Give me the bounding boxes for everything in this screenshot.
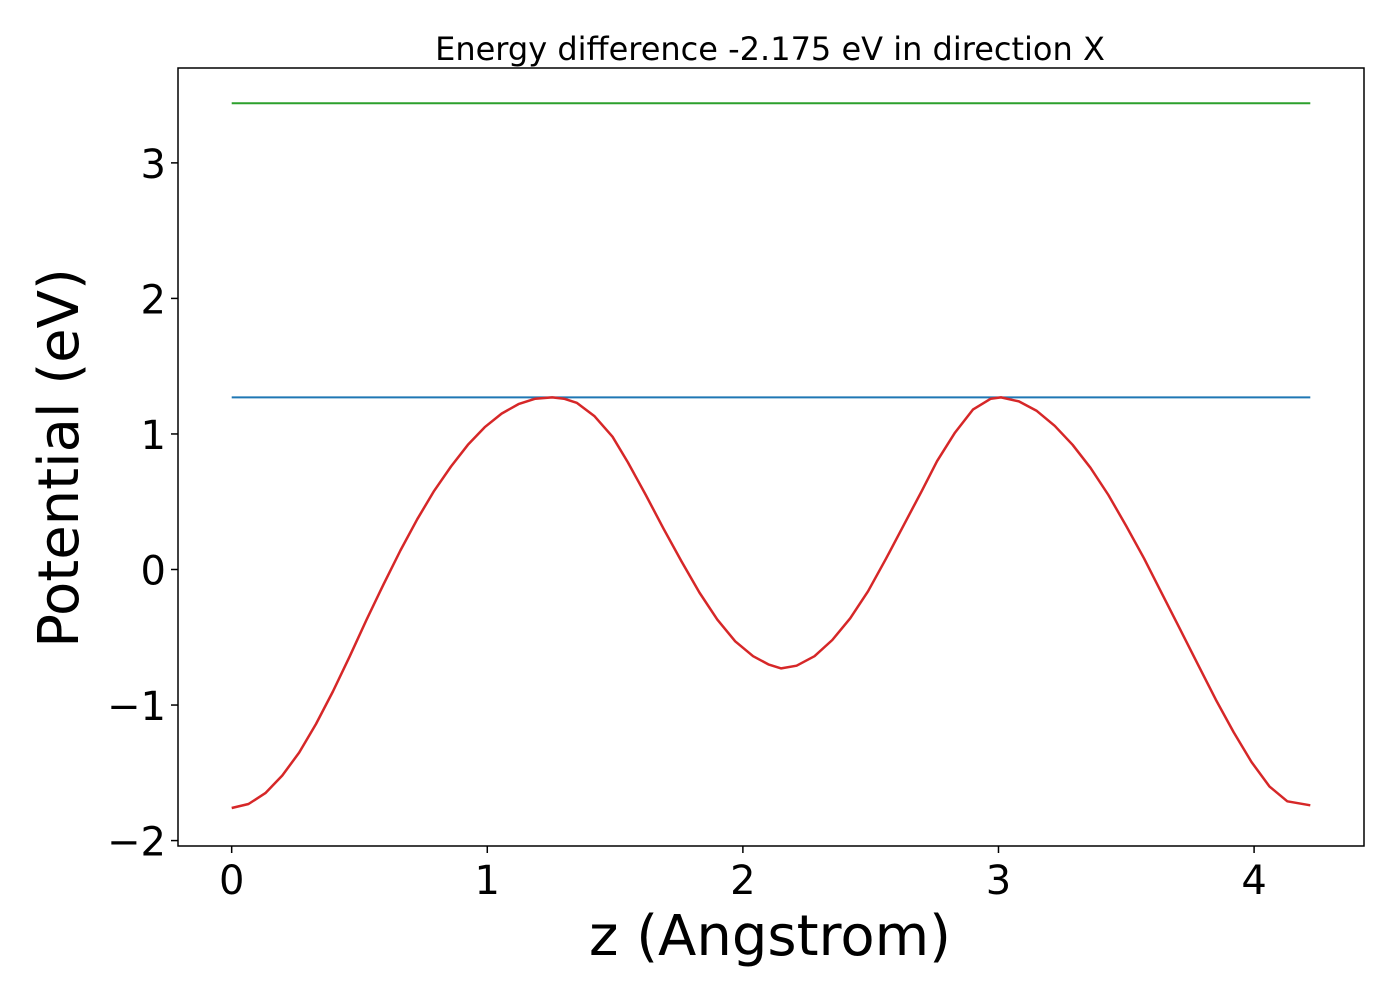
chart-title: Energy difference -2.175 eV in direction… bbox=[435, 30, 1105, 68]
y-tick-label: 0 bbox=[141, 548, 166, 594]
y-tick-label: 2 bbox=[141, 277, 166, 323]
x-tick-label: 3 bbox=[986, 858, 1011, 904]
y-tick-label: −2 bbox=[107, 820, 166, 866]
x-tick-label: 1 bbox=[475, 858, 500, 904]
y-axis: −2 −1 0 1 2 3 bbox=[107, 142, 178, 866]
x-tick-label: 0 bbox=[219, 858, 244, 904]
y-tick-label: −1 bbox=[107, 684, 166, 730]
y-axis-title: Potential (eV) bbox=[27, 268, 92, 648]
series-line-3 bbox=[231, 396, 1311, 810]
y-tick-label: 1 bbox=[141, 413, 166, 459]
x-tick-label: 4 bbox=[1241, 858, 1266, 904]
y-tick-label: 3 bbox=[141, 142, 166, 188]
x-axis: 0 1 2 3 4 bbox=[219, 846, 1267, 904]
x-axis-title: z (Angstrom) bbox=[589, 904, 951, 969]
plot-frame bbox=[177, 67, 1365, 847]
x-tick-label: 2 bbox=[730, 858, 755, 904]
plot-area bbox=[231, 102, 1311, 810]
